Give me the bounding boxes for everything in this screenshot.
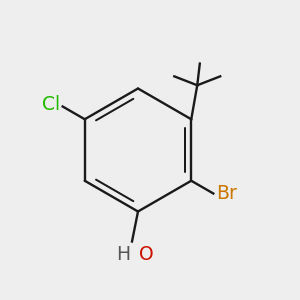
Text: H: H xyxy=(116,245,130,264)
Text: Cl: Cl xyxy=(42,95,60,115)
Text: O: O xyxy=(140,245,154,264)
Text: Br: Br xyxy=(216,184,237,203)
